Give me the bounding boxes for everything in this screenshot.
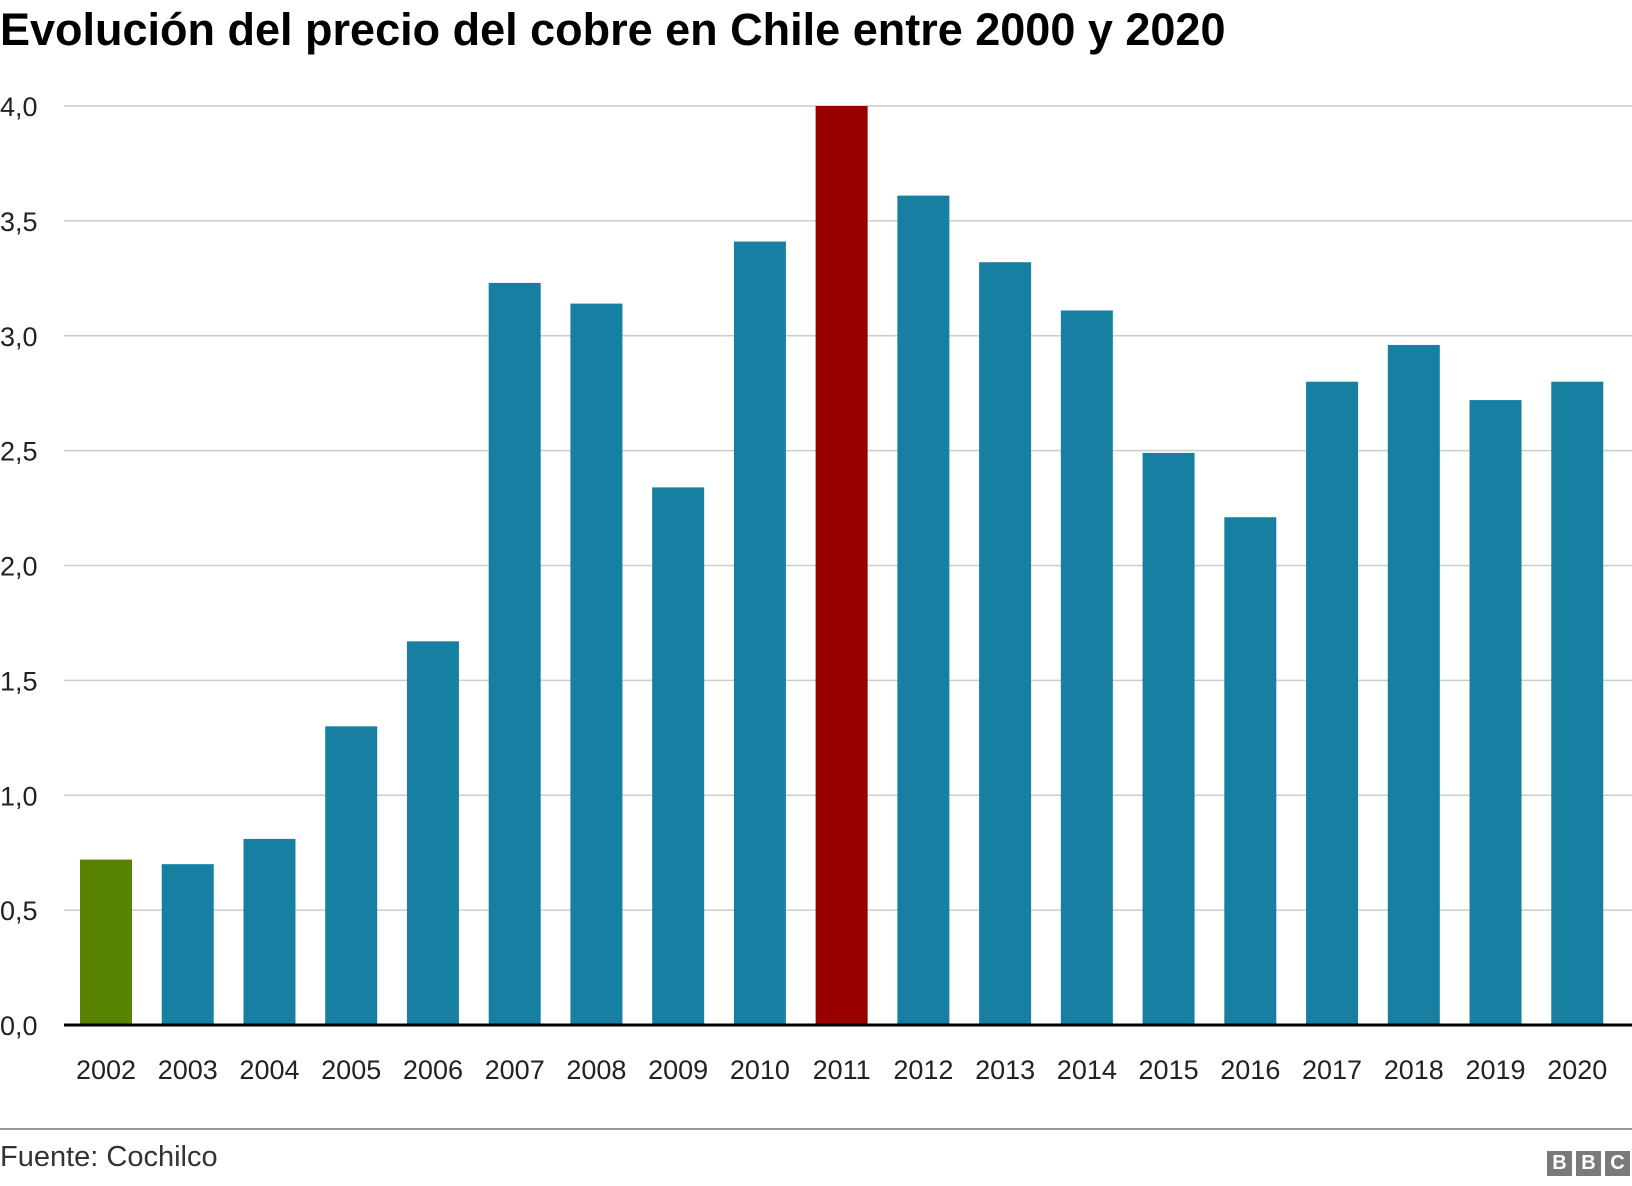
x-tick-label: 2006 xyxy=(403,1055,463,1085)
bar-2016 xyxy=(1224,517,1277,1025)
bar-2013 xyxy=(979,262,1032,1026)
y-tick-label: 0,5 xyxy=(0,896,38,926)
y-tick-label: 2,5 xyxy=(0,437,38,467)
x-tick-label: 2019 xyxy=(1465,1055,1525,1085)
y-tick-label: 3,5 xyxy=(0,207,38,237)
logo-letter: B xyxy=(1576,1151,1601,1176)
y-tick-label: 4,0 xyxy=(0,92,38,122)
x-tick-label: 2020 xyxy=(1547,1055,1607,1085)
x-tick-label: 2002 xyxy=(76,1055,136,1085)
bar-2017 xyxy=(1306,381,1359,1025)
bars xyxy=(80,106,1604,1026)
bar-2006 xyxy=(406,641,459,1025)
x-tick-label: 2011 xyxy=(813,1055,871,1085)
x-tick-label: 2018 xyxy=(1384,1055,1444,1085)
x-tick-label: 2008 xyxy=(566,1055,626,1085)
x-tick-label: 2005 xyxy=(321,1055,381,1085)
y-tick-label: 0,0 xyxy=(0,1011,38,1041)
footer-divider xyxy=(0,1128,1632,1130)
bar-2008 xyxy=(570,303,623,1026)
x-tick-label: 2015 xyxy=(1139,1055,1199,1085)
x-tick-label: 2009 xyxy=(648,1055,708,1085)
y-axis-ticks: 0,0 0,5 1,0 1,5 2,0 2,5 3,0 3,5 4,0 xyxy=(0,92,38,1041)
logo-letter: B xyxy=(1547,1151,1572,1176)
y-tick-label: 2,0 xyxy=(0,552,38,582)
y-tick-label: 3,0 xyxy=(0,322,38,352)
x-tick-label: 2017 xyxy=(1302,1055,1362,1085)
x-tick-label: 2014 xyxy=(1057,1055,1117,1085)
bar-2019 xyxy=(1469,400,1522,1026)
y-tick-label: 1,5 xyxy=(0,666,38,696)
bar-2007 xyxy=(488,282,541,1026)
bar-2005 xyxy=(325,726,378,1025)
bar-2002 xyxy=(80,859,132,1025)
bar-2014 xyxy=(1060,310,1113,1025)
x-tick-label: 2004 xyxy=(239,1055,299,1085)
x-tick-label: 2016 xyxy=(1220,1055,1280,1085)
x-tick-label: 2003 xyxy=(158,1055,218,1085)
bar-2011 xyxy=(815,106,868,1025)
chart-title: Evolución del precio del cobre en Chile … xyxy=(0,4,1226,55)
bar-chart: 0,0 0,5 1,0 1,5 2,0 2,5 3,0 3,5 4,0 2002 2003 2004… xyxy=(0,92,1632,1085)
bar-2003 xyxy=(161,864,214,1025)
bar-2004 xyxy=(243,838,296,1025)
bar-2012 xyxy=(897,195,950,1026)
logo-letter: C xyxy=(1605,1151,1630,1176)
x-tick-label: 2012 xyxy=(893,1055,953,1085)
bar-2020 xyxy=(1551,381,1604,1025)
bar-2015 xyxy=(1142,452,1195,1025)
bbc-logo: B B C xyxy=(1547,1151,1630,1176)
y-tick-label: 1,0 xyxy=(0,781,38,811)
x-tick-label: 2010 xyxy=(730,1055,790,1085)
bar-2009 xyxy=(652,487,705,1025)
x-tick-label: 2013 xyxy=(975,1055,1035,1085)
x-tick-label: 2007 xyxy=(485,1055,545,1085)
bar-2018 xyxy=(1387,344,1440,1025)
source-note: Fuente: Cochilco xyxy=(0,1141,218,1173)
bar-2010 xyxy=(733,241,786,1026)
x-axis-ticks: 2002 2003 2004 2005 2006 2007 2008 2009 2010 2011… xyxy=(76,1055,1607,1085)
